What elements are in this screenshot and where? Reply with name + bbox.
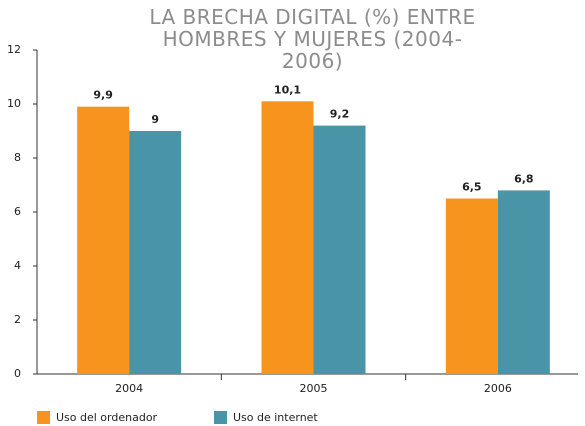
legend-label: Uso de internet [233, 411, 318, 424]
x-tick-label: 2005 [300, 382, 328, 395]
data-label: 10,1 [274, 83, 301, 96]
bar [445, 198, 498, 374]
y-tick-label: 12 [7, 43, 21, 56]
legend-swatch [37, 411, 50, 424]
bar [129, 131, 182, 374]
legend-swatch [214, 411, 227, 424]
data-label: 6,8 [514, 172, 534, 185]
y-tick-label: 0 [14, 367, 21, 380]
data-label: 9,2 [330, 108, 350, 121]
x-tick-label: 2006 [484, 382, 512, 395]
y-tick-label: 4 [14, 259, 21, 272]
bar [497, 190, 550, 374]
chart-title: LA BRECHA DIGITAL (%) ENTRE HOMBRES Y MU… [149, 5, 476, 73]
bar [261, 101, 314, 375]
data-label: 9,9 [93, 89, 113, 102]
bar [313, 125, 366, 374]
x-tick-label: 2004 [115, 382, 143, 395]
data-label: 9 [151, 113, 159, 126]
data-label: 6,5 [462, 181, 482, 194]
legend-label: Uso del ordenador [56, 411, 158, 424]
y-tick-label: 8 [14, 151, 21, 164]
y-tick-label: 10 [7, 97, 21, 110]
y-tick-label: 6 [14, 205, 21, 218]
y-tick-label: 2 [14, 313, 21, 326]
bar [77, 106, 130, 374]
